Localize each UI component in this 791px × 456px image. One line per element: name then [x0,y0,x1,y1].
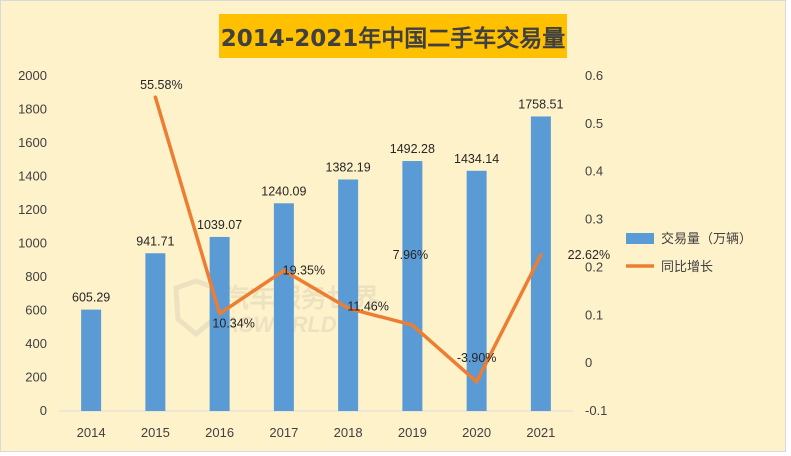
x-tick-label: 2014 [77,425,106,440]
bar-data-label: 941.71 [136,234,174,248]
bar [145,253,166,411]
bar [530,116,551,411]
y2-tick-label: 0.4 [585,164,603,179]
x-tick-label: 2019 [398,425,427,440]
y-tick-label: 400 [25,336,47,351]
y-tick-label: 0 [40,403,47,418]
line-data-label: 22.62% [568,248,610,262]
y2-tick-label: 0.5 [585,116,603,131]
y-tick-label: 600 [25,303,47,318]
legend-swatch-bar [626,233,654,244]
line-data-label: 11.46% [347,299,388,313]
bar-data-label: 1434.14 [454,152,499,166]
bar [209,236,230,411]
y-tick-label: 2000 [18,68,47,83]
x-tick-label: 2020 [462,425,491,440]
line-data-label: -3.90% [457,351,497,365]
line-data-label: 55.58% [140,78,182,92]
y-tick-label: 1800 [18,102,47,117]
x-tick-label: 2015 [141,425,170,440]
bar-data-label: 1240.09 [261,184,306,198]
x-tick-label: 2016 [205,425,234,440]
y-tick-label: 1200 [18,202,47,217]
bar [338,179,359,411]
bar-data-label: 1382.19 [326,160,371,174]
line-data-label: 19.35% [283,264,325,278]
bar-data-label: 1758.51 [518,97,563,111]
y-tick-label: 200 [25,370,47,385]
y-tick-label: 1400 [18,169,47,184]
y2-tick-label: 0.3 [585,212,603,227]
y2-tick-label: -0.1 [585,403,607,418]
y-tick-label: 800 [25,269,47,284]
legend-label-bar: 交易量（万辆） [661,231,752,246]
y2-tick-label: 0.2 [585,259,603,274]
bar [466,170,487,411]
y2-tick-label: 0 [585,355,592,370]
bar-data-label: 605.29 [72,291,110,305]
legend-label-line: 同比增长 [661,259,713,274]
y2-tick-label: 0.6 [585,68,603,83]
bar [402,161,423,411]
growth-line [153,95,543,384]
bar-data-label: 1039.07 [197,218,242,232]
chart-title: 2014-2021年中国二手车交易量 [219,14,567,58]
bar [81,309,102,411]
x-tick-label: 2017 [269,425,298,440]
y2-tick-label: 0.1 [585,307,603,322]
line-data-label: 7.96% [393,248,428,262]
line-data-label: 10.34% [212,317,254,331]
x-tick-label: 2018 [334,425,363,440]
bar-data-label: 1492.28 [390,142,435,156]
y-tick-label: 1600 [18,135,47,150]
x-tick-label: 2021 [526,425,555,440]
bar [273,203,294,411]
y-tick-label: 1000 [18,236,47,251]
